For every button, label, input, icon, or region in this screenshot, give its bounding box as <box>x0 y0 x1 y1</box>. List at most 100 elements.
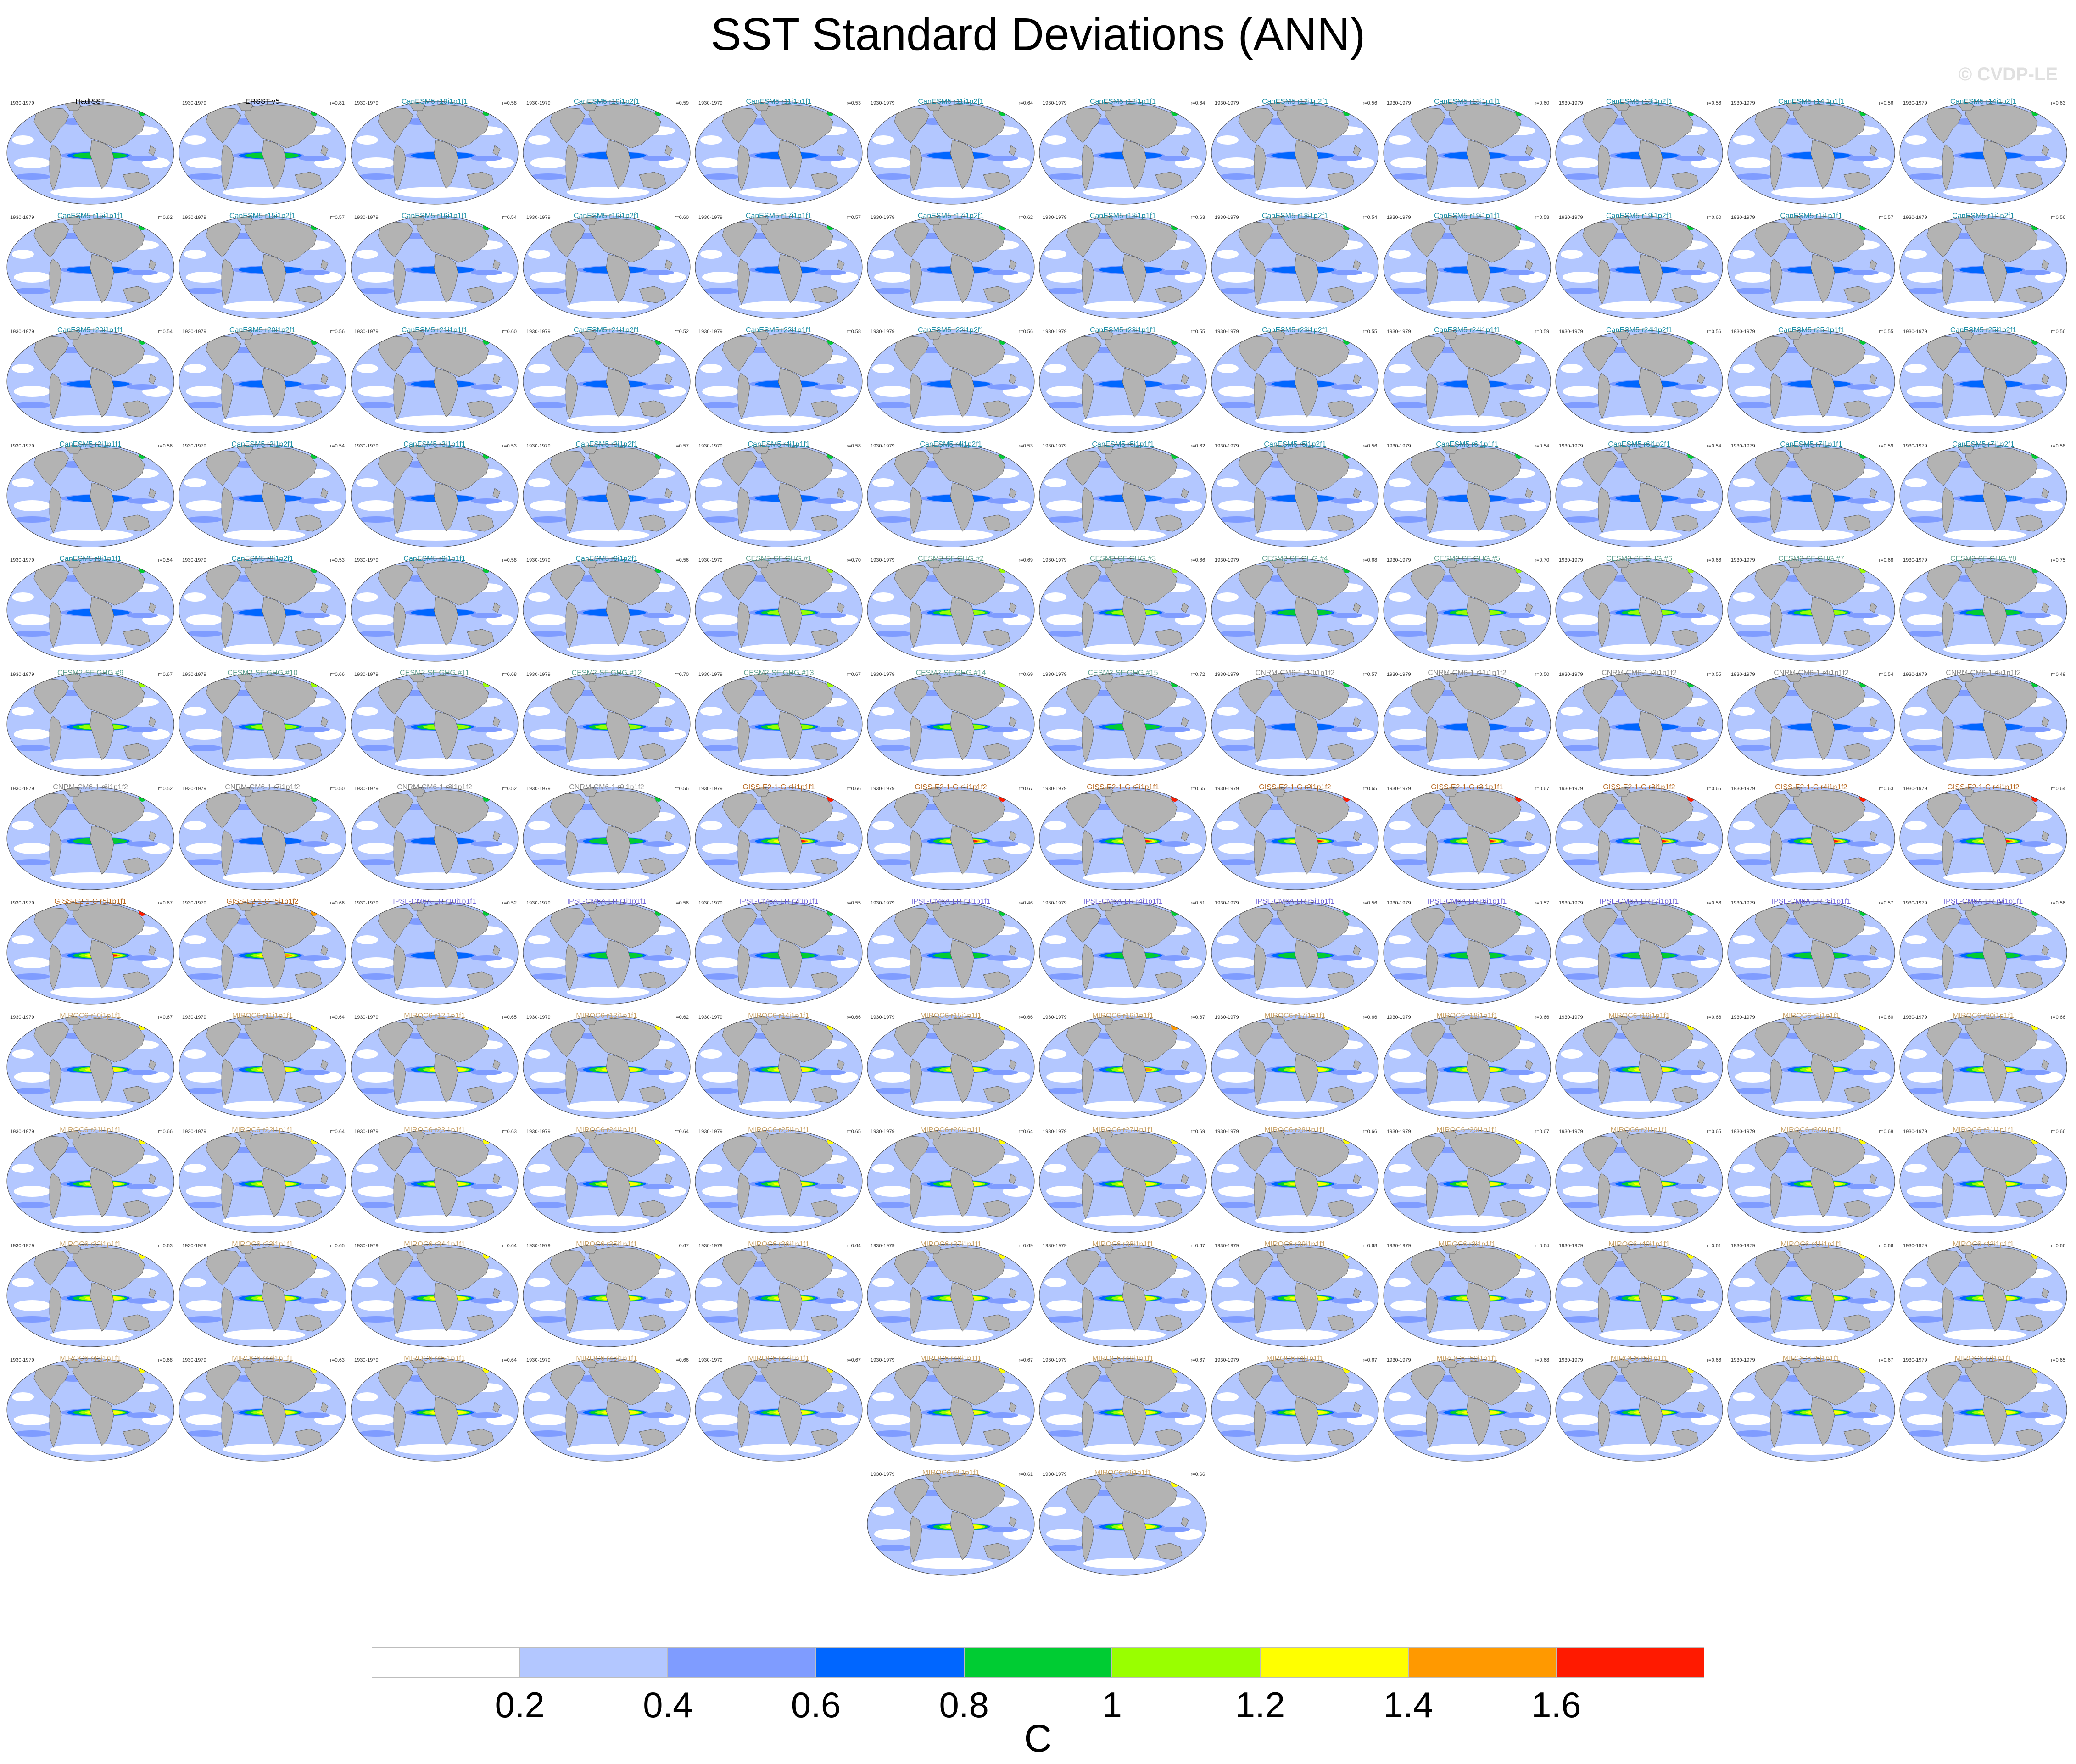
land-mass <box>1410 107 1446 143</box>
panel-period: 1930-1979 <box>1387 329 1411 335</box>
land-mass <box>1105 904 1178 949</box>
panel-correlation: r=0.65 <box>1707 1129 1722 1134</box>
low-variance-patch <box>1255 530 1338 541</box>
low-variance-patch <box>1771 1329 1854 1340</box>
contour-patch <box>1735 516 1771 523</box>
contour-patch <box>815 841 846 847</box>
land-mass <box>1843 1200 1871 1217</box>
panel-period: 1930-1979 <box>10 1243 34 1249</box>
panel-correlation: r=0.56 <box>674 558 689 563</box>
panel-period: 1930-1979 <box>871 1129 895 1134</box>
contour-patch <box>299 1184 330 1189</box>
low-variance-patch <box>739 987 821 998</box>
land-mass <box>606 597 631 646</box>
land-mass <box>606 1054 631 1103</box>
land-mass <box>49 601 62 648</box>
low-variance-patch <box>1563 729 1599 740</box>
land-mass <box>1754 907 1790 943</box>
low-variance-patch <box>223 1444 305 1455</box>
map-panel: 1930-1979 CanESM5 r15i1p1f1 r=0.62 <box>5 208 176 319</box>
land-mass <box>588 332 661 377</box>
panel-correlation: r=0.55 <box>1362 329 1378 335</box>
land-mass <box>1466 711 1491 760</box>
low-variance-patch <box>1255 1444 1338 1455</box>
contour-patch <box>14 173 50 180</box>
land-mass <box>416 447 489 491</box>
panel-title: MIROC6 r31i1p1f1 <box>1953 1126 2014 1134</box>
panel-correlation: r=0.54 <box>1707 443 1722 449</box>
low-variance-patch <box>1563 500 1599 511</box>
map-panel: 1930-1979 CanESM5 r25i1p1f1 r=0.55 <box>1725 323 1897 433</box>
low-variance-patch <box>872 364 894 373</box>
contour-patch <box>702 1202 739 1208</box>
world-map <box>6 787 174 890</box>
land-mass <box>1843 1314 1871 1332</box>
low-variance-patch <box>1771 415 1854 426</box>
land-mass <box>778 482 803 532</box>
contour-patch <box>874 173 911 180</box>
land-mass <box>664 1059 673 1070</box>
panel-correlation: r=0.55 <box>1879 329 1894 335</box>
land-mass <box>467 857 494 875</box>
land-mass <box>760 1246 833 1291</box>
land-mass <box>378 1136 413 1172</box>
low-variance-patch <box>702 272 739 283</box>
panel-correlation: r=0.56 <box>2051 329 2066 335</box>
land-mass <box>1869 145 1877 156</box>
panel-period: 1930-1979 <box>354 100 379 106</box>
land-mass <box>1843 743 1871 760</box>
contour-patch <box>874 859 911 865</box>
low-variance-patch <box>1217 1392 1239 1401</box>
world-map <box>1899 672 2067 776</box>
low-variance-patch <box>1561 364 1583 373</box>
low-variance-patch <box>1427 1215 1510 1226</box>
contour-patch <box>815 498 846 504</box>
land-mass <box>1410 564 1446 600</box>
map-panel: 1930-1979 IPSL-CM6A-LR r7i1p1f1 r=0.56 <box>1553 894 1725 1005</box>
land-mass <box>393 830 406 876</box>
land-mass <box>262 939 286 989</box>
low-variance-patch <box>1255 1329 1338 1340</box>
land-mass <box>49 944 62 991</box>
world-map <box>6 901 174 1005</box>
land-mass <box>932 789 1005 834</box>
panel-correlation: r=0.56 <box>1362 900 1378 906</box>
low-variance-patch <box>911 1215 993 1226</box>
contour-patch <box>1503 270 1535 275</box>
world-map <box>351 1015 519 1119</box>
contour-patch <box>643 384 674 390</box>
low-variance-patch <box>12 592 34 602</box>
low-variance-patch <box>739 758 821 769</box>
contour-patch <box>1847 156 1879 161</box>
panel-correlation: r=0.75 <box>2051 558 2066 563</box>
map-panel: 1930-1979 CanESM5 r11i1p2f1 r=0.64 <box>865 94 1037 205</box>
contour-patch <box>358 1430 395 1437</box>
land-mass <box>1254 487 1267 534</box>
world-map <box>1039 215 1207 319</box>
land-mass <box>1426 258 1439 305</box>
contour-patch <box>1046 173 1083 180</box>
panel-title: MIROC6 r17i1p1f1 <box>1264 1012 1326 1020</box>
contour-patch <box>14 402 50 408</box>
land-mass <box>778 711 803 760</box>
land-mass <box>837 259 845 270</box>
panel-title: CanESM5 r23i1p1f1 <box>1089 326 1156 334</box>
land-mass <box>932 447 1005 491</box>
panel-period: 1930-1979 <box>1731 215 1755 220</box>
panel-period: 1930-1979 <box>1043 100 1067 106</box>
map-panel: 1930-1979 GISS-E2-1-G r1i1p1f1 r=0.66 <box>693 780 865 890</box>
land-mass <box>1754 450 1790 486</box>
low-variance-patch <box>567 758 649 769</box>
land-mass <box>72 104 145 149</box>
land-mass <box>123 971 150 989</box>
contour-patch <box>1503 841 1535 847</box>
low-variance-patch <box>50 415 133 426</box>
land-mass <box>1238 107 1274 143</box>
low-variance-patch <box>1599 415 1682 426</box>
map-border <box>1211 444 1379 547</box>
land-mass <box>393 258 406 305</box>
land-mass <box>1009 945 1017 956</box>
low-variance-patch <box>1427 987 1510 998</box>
low-variance-patch <box>1390 500 1427 511</box>
land-mass <box>1466 825 1491 875</box>
